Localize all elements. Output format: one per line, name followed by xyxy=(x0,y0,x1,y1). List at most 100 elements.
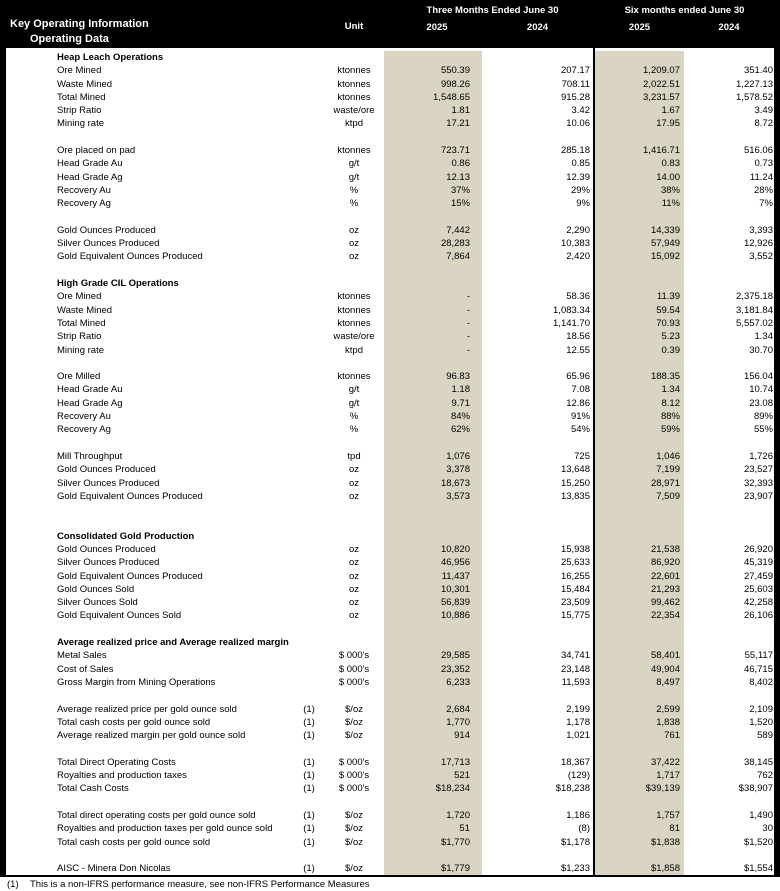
row-label: Gold Equivalent Ounces Produced xyxy=(57,490,203,502)
value-h1-2024: 1,490 xyxy=(749,809,773,821)
table-row: Gold Equivalent Ounces Produced oz 3,573 13… xyxy=(6,489,774,504)
value-q2-2024: 15,484 xyxy=(560,583,590,595)
footnote-ref xyxy=(294,330,324,343)
table-row: Gold Equivalent Ounces Produced oz 11,437 1… xyxy=(6,569,774,583)
value-h1-2024: $1,554 xyxy=(743,863,773,875)
value-q2-2024: 915.28 xyxy=(560,91,590,103)
value-h1-2025: 15,092 xyxy=(595,250,684,264)
row-label: Gold Equivalent Ounces Produced xyxy=(57,570,203,582)
row-label: Consolidated Gold Production xyxy=(57,530,195,542)
footnote-row: (1) This is a non-IFRS performance measu… xyxy=(0,875,780,891)
spacer-row xyxy=(6,130,774,145)
value-q2-2024: 54% xyxy=(570,424,590,436)
value-h1-2024 xyxy=(684,51,774,64)
row-label: Mining rate xyxy=(57,344,104,356)
row-label xyxy=(6,623,294,636)
value-h1-2024 xyxy=(684,211,774,224)
value-h1-2024 xyxy=(684,264,774,277)
row-label xyxy=(6,742,294,755)
value-h1-2025: 17.95 xyxy=(595,117,684,131)
value-q2-2025 xyxy=(384,263,482,278)
value-h1-2024: 55% xyxy=(753,424,773,436)
table-row: Head Grade Ag g/t 9.71 12.86 8.12 23.08 xyxy=(6,396,774,411)
value-h1-2025 xyxy=(595,742,684,756)
unit-cell: oz xyxy=(348,570,360,582)
value-q2-2024 xyxy=(482,742,593,755)
value-h1-2024 xyxy=(684,516,774,529)
table-row: Silver Ounces Produced oz 46,956 25,633 86,9… xyxy=(6,556,774,570)
row-label: Gold Ounces Produced xyxy=(57,224,156,236)
footnote-ref xyxy=(294,543,324,556)
value-q2-2024: 7.08 xyxy=(571,384,591,396)
period-group-divider xyxy=(593,48,595,889)
value-q2-2024: 12.39 xyxy=(566,171,590,183)
unit-cell: oz xyxy=(348,597,360,609)
footnote-ref: (1) xyxy=(303,823,315,835)
value-q2-2024: 23,509 xyxy=(560,597,590,609)
spacer-row xyxy=(6,503,774,517)
table-row: Ore Milled ktonnes 96.83 65.96 188.35 156.04 xyxy=(6,370,774,384)
row-label: Recovery Au xyxy=(57,411,111,423)
table-row: Recovery Au% 37% 29% 38% 28% xyxy=(6,183,774,198)
section-header-row: High Grade CIL Operations xyxy=(6,277,774,291)
table-row: Recovery Au% 84% 91% 88% 89% xyxy=(6,410,774,424)
row-label: Total Cash Costs xyxy=(57,783,129,795)
table-row: Mining rate ktpd 17.21 10.06 17.95 8.72 xyxy=(6,117,774,131)
value-h1-2025 xyxy=(595,636,684,650)
row-label: Ore Mined xyxy=(57,291,102,303)
unit-cell: oz xyxy=(348,238,360,250)
footnote-ref xyxy=(294,237,324,250)
unit-cell: ktonnes xyxy=(337,65,371,77)
value-h1-2025: 22,601 xyxy=(595,569,684,583)
value-h1-2025 xyxy=(595,263,684,278)
row-label: Royalties and production taxes xyxy=(57,770,187,782)
footnote-ref xyxy=(294,51,324,64)
unit-cell: oz xyxy=(348,583,360,595)
value-q2-2025: $1,779 xyxy=(384,862,482,876)
value-h1-2024: 762 xyxy=(757,770,773,782)
value-q2-2025: 6,233 xyxy=(384,675,482,690)
table-row: Total direct operating costs per gold ou… xyxy=(6,808,774,823)
spacer-row xyxy=(6,848,774,863)
value-h1-2025: 8.12 xyxy=(595,396,684,411)
footnote-ref: (1) xyxy=(303,809,315,821)
row-label xyxy=(6,357,294,370)
row-label: Average realized price and Average reali… xyxy=(57,637,289,649)
unit-cell: oz xyxy=(348,557,360,569)
value-q2-2025 xyxy=(384,689,482,703)
unit-cell xyxy=(324,277,384,290)
footnote-ref xyxy=(294,450,324,463)
footnote-ref xyxy=(294,516,324,529)
unit-cell: g/t xyxy=(348,397,360,409)
unit-cell: oz xyxy=(348,224,360,236)
value-h1-2024: 38,145 xyxy=(743,756,773,768)
value-q2-2025: 10,820 xyxy=(384,542,482,557)
unit-cell: g/t xyxy=(348,158,360,170)
value-q2-2025: 96.83 xyxy=(384,370,482,384)
value-h1-2024 xyxy=(684,636,774,649)
row-label: Average realized margin per gold ounce s… xyxy=(57,730,246,742)
value-q2-2025: 28,283 xyxy=(384,237,482,251)
value-h1-2025: 7,509 xyxy=(595,489,684,504)
footnote-ref xyxy=(294,64,324,77)
row-label: Royalties and production taxes per gold … xyxy=(57,823,273,835)
value-h1-2024: 42,258 xyxy=(743,597,773,609)
unit-cell xyxy=(324,503,384,516)
value-q2-2025: 17,713 xyxy=(384,755,482,770)
value-h1-2025: 57,949 xyxy=(595,237,684,251)
value-h1-2024 xyxy=(684,742,774,755)
row-label xyxy=(6,264,294,277)
value-q2-2025: 56,839 xyxy=(384,596,482,610)
value-q2-2024: 58.36 xyxy=(566,291,590,303)
value-h1-2025: 88% xyxy=(595,410,684,424)
unit-cell: $ 000's xyxy=(338,650,370,662)
value-h1-2024: 11.24 xyxy=(749,171,773,183)
footnote-ref: (1) xyxy=(303,770,315,782)
table-row: Total Mined ktonnes 1,548.65 915.28 3,231.57… xyxy=(6,90,774,105)
value-h1-2025: 0.83 xyxy=(595,157,684,171)
value-q2-2025: 10,301 xyxy=(384,582,482,597)
unit-cell xyxy=(324,849,384,862)
row-label: Head Grade Au xyxy=(57,384,123,396)
value-q2-2025: 1.18 xyxy=(384,383,482,397)
row-label xyxy=(6,516,294,529)
